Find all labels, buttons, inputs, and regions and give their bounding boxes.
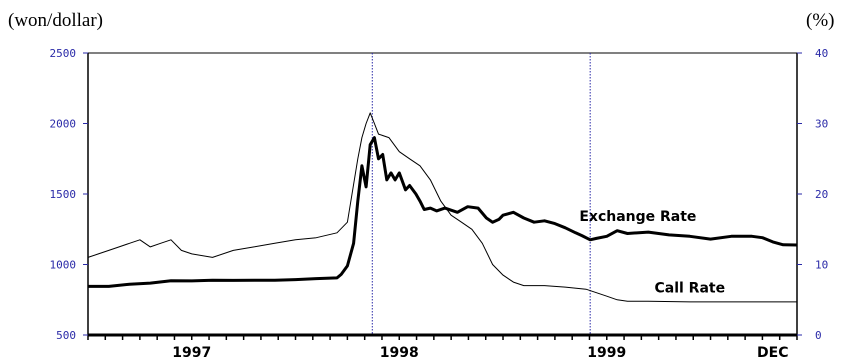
y-right-tick-label: 20 [815,188,828,201]
y-left-tick-label: 500 [56,329,76,342]
call-rate-line [87,112,797,303]
exchange-rate-line [88,136,798,288]
y-right-tick-label: 10 [815,259,828,272]
y-left-tick-label: 2500 [50,47,77,60]
left-axis-unit: (won/dollar) [8,10,103,31]
y-left-tick-label: 2000 [50,118,77,131]
x-tick-label: 1998 [380,345,419,361]
series-label: Exchange Rate [579,209,696,225]
y-left-tick-label: 1000 [50,259,77,272]
series-label: Call Rate [654,281,725,297]
y-left-tick-label: 1500 [50,188,77,201]
x-tick-label: 1997 [172,345,211,361]
right-axis-unit: (%) [806,10,835,31]
x-tick-label: DEC [757,345,788,361]
x-tick-label: 1999 [587,345,626,361]
y-right-tick-label: 40 [815,47,828,60]
y-right-tick-label: 30 [815,118,828,131]
y-right-tick-label: 0 [815,329,822,342]
